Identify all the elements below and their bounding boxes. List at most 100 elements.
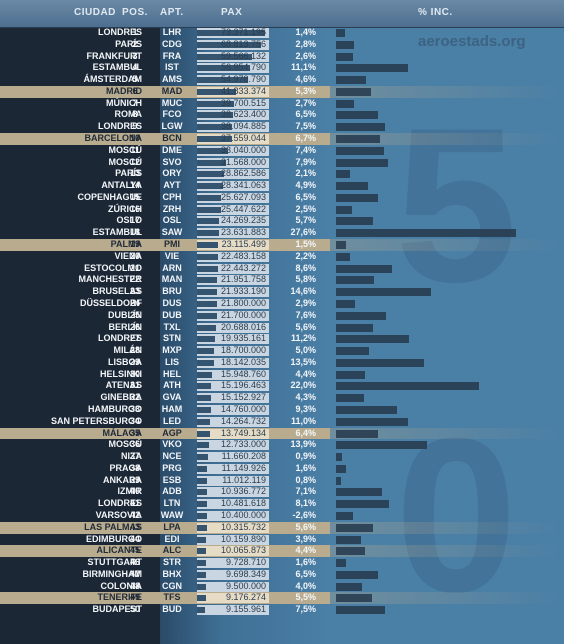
passengers-bar [197, 242, 219, 249]
passengers-bar [197, 147, 228, 154]
increase-value: 5,7% [295, 215, 316, 226]
position-cell: 31 [129, 380, 140, 391]
table-row: DUBLÍN 25 DUB 21.700.000 7,6% [0, 310, 564, 322]
city-cell: ESTAMBUL [92, 62, 142, 73]
passengers-bar [197, 477, 208, 484]
position-cell: 34 [129, 415, 140, 426]
passengers-value: 54.978.790 [220, 74, 266, 85]
position-cell: 47 [129, 568, 140, 579]
passengers-bar [197, 206, 221, 213]
position-cell: 8 [132, 109, 138, 120]
increase-value: 4,3% [295, 392, 316, 403]
airport-code-cell: PRG [162, 462, 182, 473]
table-row: SAN PETERSBURGO 34 LED 14.264.732 11,0% [0, 416, 564, 428]
city-cell: BUDAPEST [92, 604, 142, 615]
airport-code-cell: BHX [162, 568, 182, 579]
position-cell: 30 [129, 368, 140, 379]
increase-bar [336, 52, 353, 61]
increase-value: 6,4% [295, 427, 316, 438]
city-cell: VARSOVIA [95, 509, 142, 520]
airport-code-cell: LPA [163, 521, 181, 532]
table-row: PALMA 19 PMI 23.115.499 1,5% [0, 239, 564, 251]
airport-code-cell: AMS [162, 74, 182, 85]
position-cell: 4 [132, 62, 138, 73]
city-cell: ÁMSTERDAM [83, 74, 143, 85]
increase-bar [336, 217, 374, 226]
table-row: EDIMBURGO 44 EDI 10.159.890 3,9% [0, 534, 564, 546]
passengers-cell: 15.152.927 [197, 392, 269, 404]
table-row: PRAGA 38 PRG 11.149.926 1,6% [0, 463, 564, 475]
passengers-bar [197, 159, 227, 166]
passengers-bar [197, 524, 207, 531]
position-cell: 46 [129, 557, 140, 568]
city-cell: SAN PETERSBURGO [50, 415, 142, 426]
increase-bar [336, 252, 351, 261]
passengers-value: 10.936.772 [220, 486, 266, 497]
passengers-cell: 22.483.158 [197, 251, 269, 262]
position-cell: 3 [132, 50, 138, 61]
table-row: MÁLAGA 35 AGP 13.749.134 6,4% [0, 427, 564, 440]
table-row: MOSCÚ 11 DME 33.040.000 7,4% [0, 145, 564, 157]
table-row: ESTAMBUL 4 IST 56.954.790 11,1% [0, 62, 564, 74]
increase-value: 6,7% [295, 133, 316, 144]
passengers-bar [197, 289, 218, 296]
airport-code-cell: TFS [163, 592, 181, 603]
airport-code-cell: STN [163, 333, 181, 344]
table-row: BARCELONA 10 BCN 37.559.044 6,7% [0, 133, 564, 145]
header-ciudad: CIUDAD [74, 7, 116, 18]
increase-value: 5,6% [295, 521, 316, 532]
passengers-cell: 10.315.732 [197, 522, 269, 533]
airport-code-cell: MAD [161, 85, 183, 96]
passengers-cell: 10.065.873 [197, 545, 269, 557]
city-cell: PALMA [110, 239, 142, 250]
position-cell: 50 [129, 604, 140, 615]
airport-code-cell: ORY [162, 168, 182, 179]
passengers-value: 73.371.195 [220, 27, 266, 37]
passengers-bar [197, 336, 216, 343]
table-row: MOSCÚ 36 VKO 12.733.000 13,9% [0, 439, 564, 451]
airport-code-cell: WAW [160, 509, 184, 520]
table-row: LONDRES 41 LTN 10.481.618 8,1% [0, 498, 564, 510]
increase-bar [336, 182, 368, 191]
city-cell: LAS PALMAS [84, 521, 142, 532]
passengers-cell: 41.833.374 [197, 86, 269, 97]
increase-value: 8,6% [295, 262, 316, 273]
increase-value: -2,6% [292, 509, 316, 520]
increase-bar [336, 606, 385, 615]
table-row: LAS PALMAS 43 LPA 10.315.732 5,6% [0, 521, 564, 534]
increase-bar [336, 193, 379, 202]
increase-bar [336, 559, 347, 568]
passengers-cell: 19.935.161 [197, 333, 269, 345]
passengers-value: 25.447.622 [220, 203, 266, 214]
position-cell: 48 [129, 580, 140, 591]
city-cell: COPENHAGUE [77, 191, 142, 202]
passengers-bar [197, 30, 265, 36]
increase-value: 0,9% [295, 451, 316, 462]
table-row: STUTTGART 46 STR 9.728.710 1,6% [0, 557, 564, 569]
increase-value: 7,5% [295, 604, 316, 615]
passengers-value: 21.933.190 [220, 286, 266, 297]
increase-value: 11,1% [290, 62, 316, 73]
increase-value: 2,7% [295, 97, 316, 108]
increase-value: 1,6% [295, 557, 316, 568]
airport-code-cell: SAW [161, 227, 183, 238]
table-row: MOSCÚ 12 SVO 31.568.000 7,9% [0, 157, 564, 169]
passengers-cell: 21.800.000 [197, 298, 269, 309]
passengers-bar [197, 230, 219, 237]
passengers-bar [197, 512, 207, 519]
table-row: ANKARA 39 ESB 11.012.119 0,8% [0, 475, 564, 487]
airport-code-cell: MXP [162, 345, 182, 356]
passengers-cell: 68.813.756 [197, 39, 269, 50]
passengers-cell: 54.978.790 [197, 74, 269, 86]
big-digit-five: 5 [395, 82, 518, 328]
increase-value: 7,5% [295, 121, 316, 132]
position-cell: 42 [129, 509, 140, 520]
city-cell: MÚNICH [106, 97, 142, 108]
city-cell: MOSCÚ [108, 144, 143, 155]
increase-value: 2,9% [295, 297, 316, 308]
city-cell: BARCELONA [84, 133, 143, 144]
table-row: BERLÍN 26 TXL 20.688.016 5,6% [0, 322, 564, 334]
airport-code-cell: LED [163, 415, 181, 426]
city-cell: HAMBURGO [88, 403, 142, 414]
position-cell: 2 [132, 38, 138, 49]
